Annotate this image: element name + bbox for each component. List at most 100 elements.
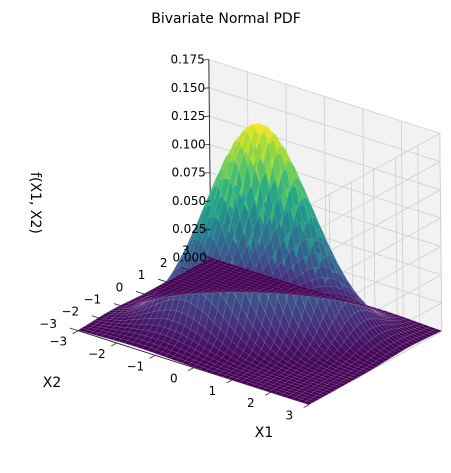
surface-patch — [213, 368, 224, 374]
x-tick-label: −1 — [126, 359, 144, 373]
surface-patch — [216, 372, 227, 377]
grid-line — [208, 87, 441, 162]
x-tick-mark — [264, 391, 271, 396]
x-tick-label: 2 — [247, 396, 255, 410]
surface-patch — [337, 376, 347, 381]
surface-patch — [114, 306, 125, 310]
surface-patch — [416, 330, 427, 336]
surface-patch — [158, 351, 169, 357]
surface-patch — [320, 385, 331, 391]
surface-patch — [196, 268, 207, 273]
surface-patch — [90, 325, 101, 330]
surface-patch — [258, 131, 269, 153]
y-tick-mark — [180, 266, 189, 271]
surface-patch — [400, 331, 411, 337]
z-tick-mark — [204, 143, 210, 146]
surface-patch — [374, 308, 385, 312]
surface-patch — [254, 382, 265, 387]
chart-title: Bivariate Normal PDF — [151, 11, 301, 27]
surface-patch — [83, 329, 94, 334]
surface-patch — [383, 319, 394, 325]
surface-patch — [387, 336, 398, 343]
grid-line — [307, 132, 440, 207]
surface-patch — [381, 331, 392, 339]
surface-patch — [184, 284, 195, 289]
surface-patch — [130, 302, 140, 305]
tick-labels: −3−2−10123−3−2−101230.0000.0250.0500.075… — [39, 53, 310, 423]
surface-patch — [150, 288, 161, 292]
surface-patch — [244, 272, 255, 277]
surface-patch — [115, 334, 126, 339]
surface-patch — [302, 385, 313, 390]
surface-patch — [284, 385, 294, 390]
surface-patch — [262, 365, 273, 371]
surface-patch — [214, 361, 225, 367]
surface-patch — [237, 370, 248, 375]
surface-patch — [425, 331, 436, 336]
surface-patch — [300, 396, 311, 401]
x-tick-label: −3 — [49, 335, 67, 349]
z-tick-mark — [205, 200, 211, 202]
surface-patch — [177, 273, 188, 278]
surface-patch — [200, 260, 211, 265]
surface-patch — [325, 286, 336, 294]
surface-patch — [391, 317, 402, 321]
surface-patch — [181, 286, 192, 291]
surface-patch — [106, 314, 117, 318]
surface-patch — [180, 271, 191, 276]
surface-patch — [173, 275, 184, 280]
surface-patch — [81, 325, 91, 330]
x-tick-mark — [149, 354, 156, 359]
surface-patch — [118, 338, 128, 344]
z-tick-mark — [205, 228, 211, 231]
y-tick-label: 0 — [116, 280, 124, 294]
z-tick-label: 0.000 — [172, 251, 206, 265]
surface-patch — [95, 332, 105, 337]
surface-patch — [220, 270, 231, 275]
surface-patch — [141, 345, 152, 351]
surface-patch — [369, 327, 380, 337]
y-tick-label: 3 — [182, 244, 190, 258]
x-tick-label: −2 — [88, 347, 106, 361]
y-tick-label: 2 — [160, 256, 168, 270]
surface-patch — [351, 361, 361, 368]
surface-patch — [395, 327, 405, 333]
x-tick-mark — [187, 367, 194, 372]
surface-patch — [220, 284, 231, 289]
surface-patch — [226, 266, 237, 271]
surface-patch — [159, 288, 170, 292]
surface-patch — [397, 316, 408, 320]
surface-patch — [100, 313, 111, 317]
grid-line — [309, 330, 442, 405]
surface-patch — [275, 385, 285, 390]
y-tick-label: −2 — [61, 305, 79, 319]
z-tick-label: 0.050 — [172, 194, 206, 208]
surface-patch — [345, 358, 356, 365]
z-tick-mark — [204, 115, 210, 117]
surface-patch — [265, 385, 276, 390]
surface-patch — [295, 389, 306, 394]
surface-patch — [147, 347, 157, 353]
surface-patch — [113, 329, 124, 335]
surface-patch — [193, 264, 204, 269]
z-axis-label: f(X1, X2) — [27, 172, 43, 234]
surface-patch — [109, 317, 120, 321]
surface-patch — [414, 322, 425, 327]
surface-patch — [366, 318, 377, 328]
x-tick-mark — [72, 330, 79, 335]
surface-patch — [224, 282, 235, 287]
surface-patch — [347, 370, 357, 376]
surface-patch — [251, 384, 261, 389]
surface-patch — [250, 288, 261, 292]
surface-patch — [311, 385, 322, 390]
surface-patch — [256, 385, 267, 390]
surface-patch — [333, 360, 343, 367]
surface-patch — [304, 389, 315, 394]
surface-patch — [399, 319, 411, 323]
surface-patch — [221, 279, 232, 284]
surface-patch — [386, 344, 397, 351]
x-tick-label: 3 — [285, 409, 293, 423]
surface-patch — [107, 309, 118, 313]
y-tick-label: −1 — [83, 293, 101, 307]
surface-patch — [259, 248, 269, 271]
